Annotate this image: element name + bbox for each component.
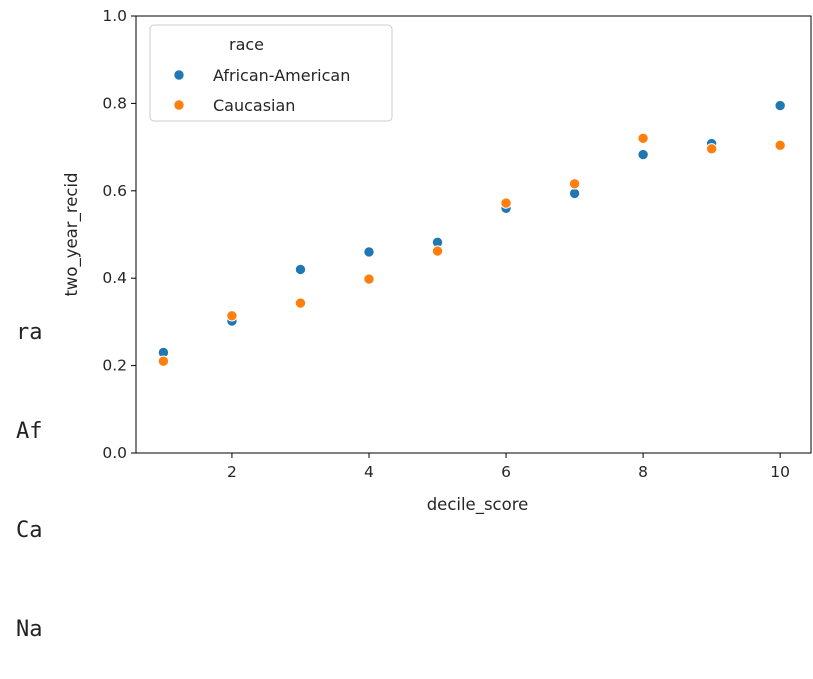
data-point [637,148,649,161]
legend-entry: African-American [213,66,350,85]
fragment-line: Ca [16,518,43,543]
y-tick-label: 0.4 [102,269,127,287]
data-point [500,197,512,209]
x-tick-label: 2 [227,463,237,481]
x-tick-label: 4 [364,463,374,481]
y-tick-label: 0.2 [102,357,127,375]
data-point [637,132,649,145]
fragment-line: Na [16,617,43,642]
x-axis-label: decile_score [427,495,529,515]
legend-entry: Caucasian [213,96,295,115]
y-tick-label: 0.6 [102,182,127,200]
data-point [774,99,786,112]
data-point [568,178,581,190]
y-axis-label: two_year_recid [62,172,82,296]
data-point [705,143,718,155]
data-point [157,355,170,367]
y-tick-label: 0.0 [102,444,127,462]
y-tick-label: 0.8 [102,94,127,112]
x-tick-label: 10 [770,463,790,481]
data-point [294,297,307,309]
fragment-line: Af [16,419,43,444]
legend-title: race [229,35,264,54]
legend-box [149,24,393,122]
data-point [774,139,786,152]
fragment-line: ra [16,320,43,345]
scatter-chart: 2 4 6 8 10 0.0 0.2 0.4 0.6 0.8 1.0 decile_score two_… [62,7,812,515]
data-point [363,246,375,258]
data-point [226,310,238,322]
legend-marker [173,69,185,81]
data-point [568,187,581,200]
legend-marker [173,99,185,111]
x-tick-label: 8 [638,463,648,481]
plot-frame [135,15,812,454]
y-tick-label: 1.0 [102,7,127,25]
data-point [431,245,444,257]
data-point [363,273,375,285]
x-tick-label: 6 [501,463,511,481]
data-point [294,263,307,276]
